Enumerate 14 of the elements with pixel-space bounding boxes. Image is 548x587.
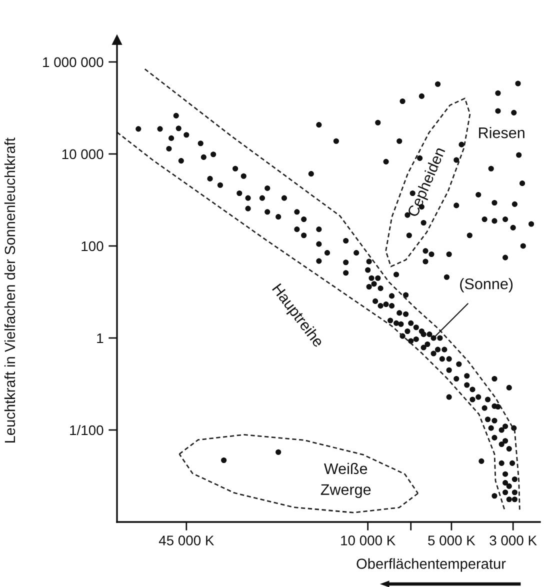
y-tick-label: 1 000 000 (43, 57, 104, 68)
x-axis-title: Oberflächentemperatur (356, 558, 506, 572)
x-tick-label: 10 000 K (341, 536, 396, 546)
y-tick-label: 1/100 (70, 424, 104, 436)
x-tick-label: 45 000 K (158, 536, 214, 546)
annotation: Weiße Zwerge (320, 462, 371, 498)
y-axis-title: Leuchtkraft in Vielfachen der Sonnenleuchtkraft (4, 138, 16, 443)
y-tick-label: 1 (97, 333, 104, 344)
annotation: Riesen (479, 126, 524, 138)
y-tick-label: 100 (82, 241, 104, 252)
y-tick-label: 10 000 (62, 149, 104, 160)
x-tick-label: 5 000 K (428, 536, 476, 546)
x-tick-label: 3 000 K (490, 536, 537, 546)
annotation: (Sonne) (460, 278, 513, 292)
